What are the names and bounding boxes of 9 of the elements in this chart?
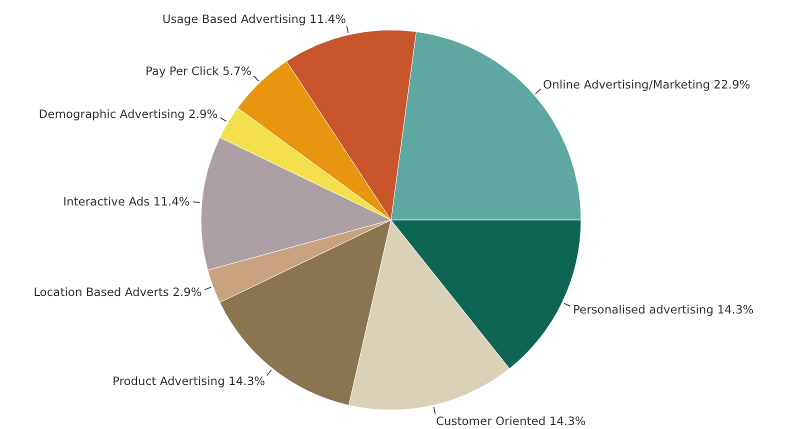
slice-label: Demographic Advertising 2.9% bbox=[38, 107, 218, 122]
slice-label: Location Based Adverts 2.9% bbox=[34, 285, 202, 300]
slice-label: Interactive Ads 11.4% bbox=[63, 194, 190, 208]
slice-label: Personalised advertising 14.3% bbox=[572, 302, 754, 316]
slice-label: Online Advertising/Marketing 22.9% bbox=[543, 77, 750, 92]
slice-label: Customer Oriented 14.3% bbox=[436, 414, 586, 428]
slice-label: Usage Based Advertising 11.4% bbox=[162, 12, 346, 26]
slice-label: Product Advertising 14.3% bbox=[112, 374, 266, 388]
slice-label: Pay Per Click 5.7% bbox=[145, 64, 252, 78]
